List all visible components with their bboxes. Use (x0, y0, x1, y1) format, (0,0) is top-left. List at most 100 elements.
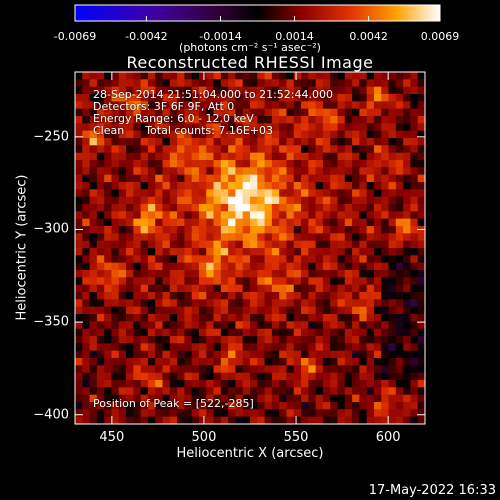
heatmap-cell (82, 387, 91, 396)
heatmap-cell (279, 314, 288, 322)
heatmap-cell (381, 174, 390, 183)
heatmap-cell (388, 123, 397, 132)
heatmap-cell (388, 196, 397, 205)
heatmap-cell (301, 416, 309, 424)
heatmap-cell (133, 270, 142, 278)
heatmap-cell (403, 218, 412, 227)
heatmap-cell (169, 277, 178, 286)
heatmap-cell (96, 358, 105, 366)
heatmap-cell (395, 343, 404, 352)
heatmap-cell (82, 72, 91, 80)
heatmap-cell (213, 116, 222, 124)
heatmap-cell (271, 196, 280, 205)
heatmap-cell (220, 394, 229, 403)
heatmap-cell (206, 160, 215, 168)
heatmap-cell (89, 262, 98, 271)
heatmap-cell (118, 108, 127, 117)
heatmap-cell (126, 262, 134, 271)
heatmap-cell (250, 380, 258, 388)
heatmap-cell (242, 130, 251, 139)
heatmap-cell (118, 262, 127, 271)
heatmap-cell (184, 387, 193, 396)
heatmap-cell (191, 255, 200, 264)
heatmap-cell (213, 314, 222, 322)
heatmap-cell (417, 248, 425, 256)
heatmap-cell (191, 343, 200, 352)
heatmap-cell (410, 86, 419, 95)
heatmap-cell (118, 152, 127, 161)
heatmap-cell (337, 72, 346, 80)
heatmap-cell (82, 218, 91, 227)
heatmap-cell (162, 314, 171, 322)
heatmap-cell (359, 101, 368, 110)
heatmap-cell (162, 240, 171, 249)
heatmap-cell (264, 101, 273, 110)
heatmap-cell (250, 174, 258, 183)
heatmap-cell (271, 277, 280, 286)
heatmap-cell (111, 343, 120, 352)
heatmap-cell (191, 174, 200, 183)
heatmap-cell (82, 94, 91, 102)
heatmap-cell (417, 211, 425, 220)
heatmap-cell (177, 240, 185, 249)
heatmap-cell (104, 218, 113, 227)
heatmap-cell (373, 262, 382, 271)
heatmap-cell (308, 189, 317, 198)
heatmap-cell (271, 314, 280, 322)
heatmap-cell (322, 365, 331, 374)
heatmap-cell (242, 328, 251, 337)
heatmap-cell (169, 416, 178, 424)
heatmap-cell (140, 138, 149, 146)
heatmap-cell (315, 86, 324, 95)
heatmap-cell (96, 299, 105, 308)
heatmap-cell (89, 152, 98, 161)
heatmap-cell (330, 189, 339, 198)
heatmap-cell (417, 292, 425, 300)
heatmap-cell (89, 182, 98, 190)
heatmap-cell (315, 79, 324, 88)
heatmap-cell (322, 196, 331, 205)
heatmap-cell (184, 145, 193, 154)
heatmap-cell (147, 248, 156, 256)
heatmap-cell (82, 343, 91, 352)
heatmap-cell (89, 86, 98, 95)
heatmap-cell (257, 240, 266, 249)
heatmap-cell (177, 138, 185, 146)
heatmap-cell (82, 380, 91, 388)
heatmap-cell (118, 196, 127, 205)
heatmap-cell (75, 72, 83, 80)
heatmap-cell (177, 380, 185, 388)
heatmap-cell (352, 270, 360, 278)
heatmap-cell (359, 387, 368, 396)
heatmap-cell (279, 218, 288, 227)
heatmap-cell (162, 123, 171, 132)
heatmap-cell (286, 350, 295, 359)
heatmap-cell (352, 167, 360, 176)
heatmap-cell (96, 196, 105, 205)
y-tick-label: −400 (33, 407, 69, 423)
heatmap-cell (177, 145, 185, 154)
heatmap-cell (359, 94, 368, 102)
heatmap-cell (96, 255, 105, 264)
heatmap-cell (198, 189, 207, 198)
heatmap-cell (177, 299, 185, 308)
heatmap-cell (257, 204, 266, 212)
heatmap-cell (388, 299, 397, 308)
heatmap-cell (206, 152, 215, 161)
heatmap-cell (184, 218, 193, 227)
heatmap-cell (264, 292, 273, 300)
heatmap-cell (279, 321, 288, 330)
heatmap-cell (220, 174, 229, 183)
heatmap-cell (82, 167, 91, 176)
heatmap-cell (337, 365, 346, 374)
heatmap-cell (220, 182, 229, 190)
heatmap-cell (191, 292, 200, 300)
heatmap-cell (206, 387, 215, 396)
heatmap-cell (104, 372, 113, 381)
heatmap-cell (177, 189, 185, 198)
heatmap-cell (293, 160, 302, 168)
heatmap-cell (213, 292, 222, 300)
heatmap-cell (271, 160, 280, 168)
heatmap-cell (279, 292, 288, 300)
heatmap-cell (220, 299, 229, 308)
